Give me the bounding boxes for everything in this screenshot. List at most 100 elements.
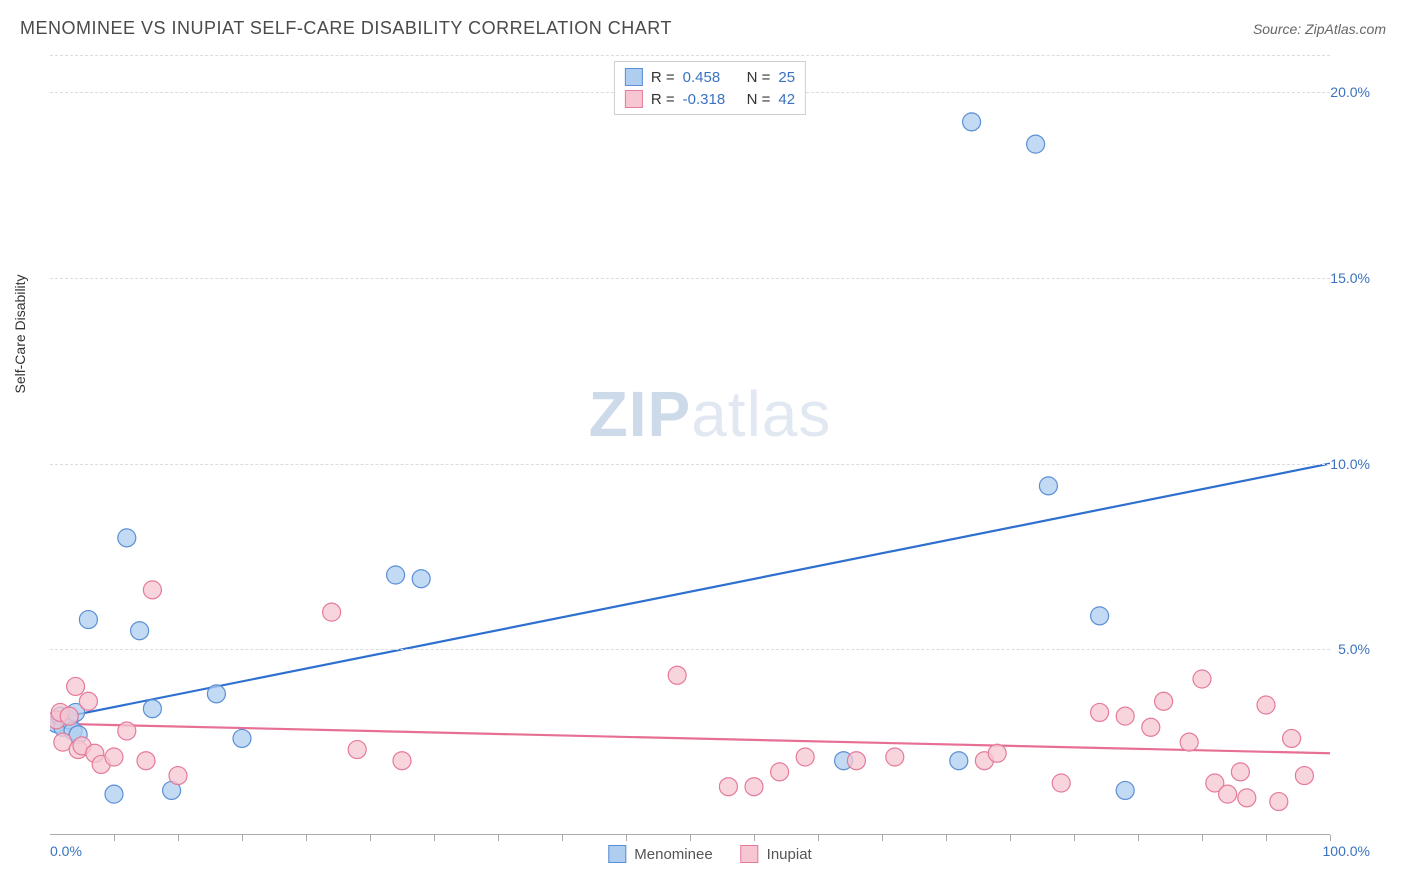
x-tick xyxy=(498,835,499,841)
x-tick xyxy=(1330,835,1331,841)
x-tick xyxy=(114,835,115,841)
data-point xyxy=(387,566,405,584)
data-point xyxy=(105,748,123,766)
legend-series-item: Menominee xyxy=(608,845,712,863)
data-point xyxy=(1091,703,1109,721)
data-point xyxy=(60,707,78,725)
data-point xyxy=(719,778,737,796)
legend-series-label: Inupiat xyxy=(767,846,812,863)
data-point xyxy=(1052,774,1070,792)
r-value: 0.458 xyxy=(683,69,739,86)
legend-swatch xyxy=(625,68,643,86)
n-label: N = xyxy=(747,69,771,86)
data-point xyxy=(1231,763,1249,781)
data-point xyxy=(79,611,97,629)
data-point xyxy=(118,529,136,547)
n-label: N = xyxy=(747,91,771,108)
chart-title: MENOMINEE VS INUPIAT SELF-CARE DISABILIT… xyxy=(20,18,672,39)
y-axis-label: Self-Care Disability xyxy=(12,274,28,393)
x-tick xyxy=(1074,835,1075,841)
data-point xyxy=(143,581,161,599)
data-point xyxy=(1142,718,1160,736)
data-point xyxy=(1295,767,1313,785)
data-point xyxy=(1283,729,1301,747)
data-point xyxy=(105,785,123,803)
data-point xyxy=(668,666,686,684)
x-tick xyxy=(1202,835,1203,841)
data-point xyxy=(1270,793,1288,811)
n-value: 25 xyxy=(778,69,795,86)
data-point xyxy=(988,744,1006,762)
legend-swatch xyxy=(608,845,626,863)
x-tick xyxy=(242,835,243,841)
scatter-plot xyxy=(50,55,1370,835)
data-point xyxy=(1039,477,1057,495)
x-tick xyxy=(306,835,307,841)
data-point xyxy=(233,729,251,747)
y-tick-label: 15.0% xyxy=(1330,270,1370,286)
x-tick xyxy=(626,835,627,841)
x-tick xyxy=(754,835,755,841)
y-tick-label: 20.0% xyxy=(1330,84,1370,100)
legend-correlation-row: R = -0.318 N = 42 xyxy=(625,88,795,110)
data-point xyxy=(169,767,187,785)
data-point xyxy=(1116,707,1134,725)
grid-line xyxy=(50,278,1330,279)
x-tick xyxy=(1010,835,1011,841)
legend-series: Menominee Inupiat xyxy=(608,845,811,863)
data-point xyxy=(1180,733,1198,751)
data-point xyxy=(1116,781,1134,799)
data-point xyxy=(118,722,136,740)
x-tick xyxy=(1138,835,1139,841)
data-point xyxy=(963,113,981,131)
data-point xyxy=(137,752,155,770)
chart-area: Self-Care Disability ZIPatlas 5.0%10.0%1… xyxy=(50,55,1370,835)
grid-line xyxy=(50,464,1330,465)
legend-series-label: Menominee xyxy=(634,846,712,863)
data-point xyxy=(950,752,968,770)
x-tick xyxy=(946,835,947,841)
n-value: 42 xyxy=(778,91,795,108)
data-point xyxy=(796,748,814,766)
data-point xyxy=(1257,696,1275,714)
legend-series-item: Inupiat xyxy=(741,845,812,863)
data-point xyxy=(323,603,341,621)
data-point xyxy=(771,763,789,781)
data-point xyxy=(412,570,430,588)
data-point xyxy=(745,778,763,796)
x-tick xyxy=(1266,835,1267,841)
r-label: R = xyxy=(651,69,675,86)
grid-line xyxy=(50,649,1330,650)
data-point xyxy=(207,685,225,703)
x-tick xyxy=(818,835,819,841)
x-tick xyxy=(882,835,883,841)
r-value: -0.318 xyxy=(683,91,739,108)
legend-swatch xyxy=(625,90,643,108)
data-point xyxy=(143,700,161,718)
data-point xyxy=(847,752,865,770)
y-tick-label: 5.0% xyxy=(1338,641,1370,657)
data-point xyxy=(1155,692,1173,710)
data-point xyxy=(1219,785,1237,803)
legend-swatch xyxy=(741,845,759,863)
legend-correlation: R = 0.458 N = 25 R = -0.318 N = 42 xyxy=(614,61,806,115)
r-label: R = xyxy=(651,91,675,108)
data-point xyxy=(1238,789,1256,807)
x-tick xyxy=(562,835,563,841)
x-tick xyxy=(370,835,371,841)
x-tick xyxy=(434,835,435,841)
data-point xyxy=(1193,670,1211,688)
data-point xyxy=(67,677,85,695)
legend-correlation-row: R = 0.458 N = 25 xyxy=(625,66,795,88)
regression-line-menominee xyxy=(50,464,1330,720)
data-point xyxy=(131,622,149,640)
x-tick-label: 100.0% xyxy=(1323,843,1370,859)
data-point xyxy=(1091,607,1109,625)
data-point xyxy=(348,741,366,759)
data-point xyxy=(886,748,904,766)
data-point xyxy=(1027,135,1045,153)
x-tick xyxy=(178,835,179,841)
source-label: Source: ZipAtlas.com xyxy=(1253,21,1386,37)
data-point xyxy=(393,752,411,770)
y-tick-label: 10.0% xyxy=(1330,456,1370,472)
